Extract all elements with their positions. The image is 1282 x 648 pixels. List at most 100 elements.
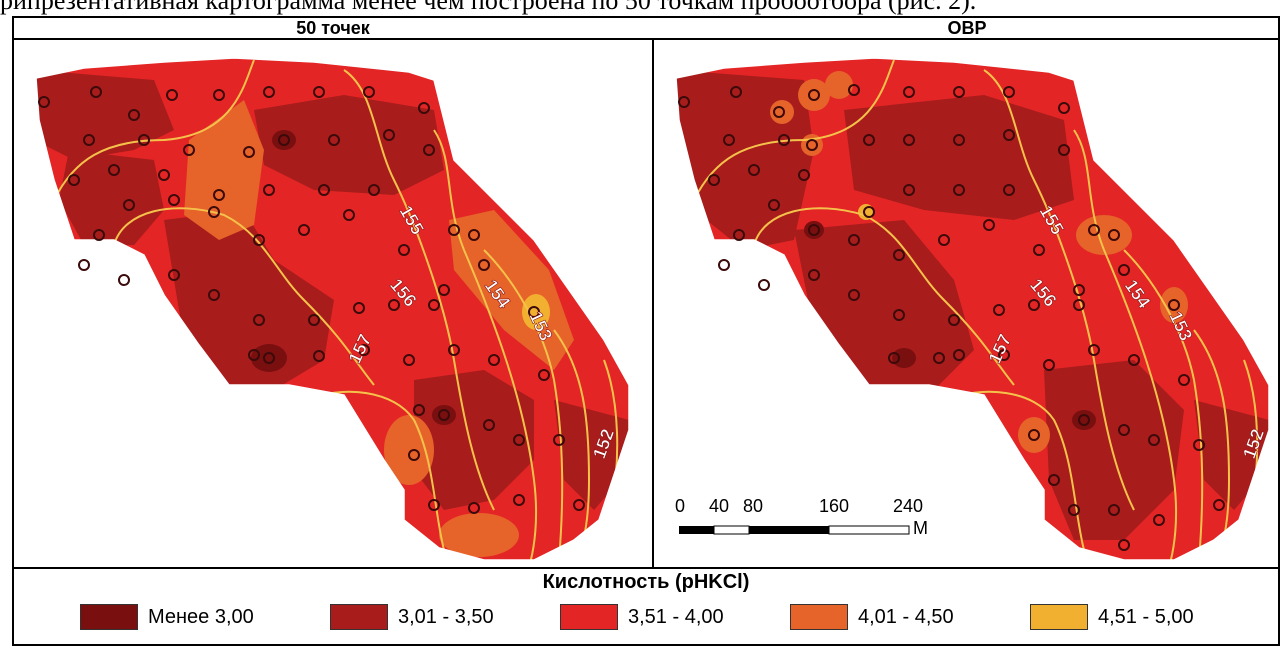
sampling-point	[808, 224, 820, 236]
legend-label: 3,01 - 3,50	[398, 605, 494, 628]
sampling-point	[1168, 299, 1180, 311]
sampling-point	[903, 184, 915, 196]
sampling-point	[808, 269, 820, 281]
sampling-point	[68, 174, 80, 186]
class-3-01-3-50-region	[676, 70, 814, 250]
sampling-point	[773, 106, 785, 118]
class-4-51-5-00-region	[522, 294, 550, 330]
sampling-point	[708, 174, 720, 186]
sampling-point	[768, 199, 780, 211]
sampling-point	[808, 89, 820, 101]
sampling-point	[278, 134, 290, 146]
sampling-point	[208, 206, 220, 218]
sampling-point	[298, 224, 310, 236]
legend-label: 3,51 - 4,00	[628, 605, 724, 628]
sampling-points	[678, 84, 1225, 551]
class-4-01-4-50-region	[449, 210, 574, 370]
sampling-point	[953, 184, 965, 196]
scale-tick-240: 240	[893, 496, 924, 516]
sampling-point	[1058, 102, 1070, 114]
sampling-point	[308, 314, 320, 326]
sampling-point	[448, 344, 460, 356]
sampling-point	[723, 134, 735, 146]
legend-label: 4,01 - 4,50	[858, 605, 954, 628]
legend-item-3-51-4-00: 3,51 - 4,00	[560, 602, 724, 632]
sampling-point	[438, 284, 450, 296]
sampling-point	[313, 86, 325, 98]
sampling-point	[1043, 359, 1055, 371]
sampling-point	[953, 349, 965, 361]
sampling-point	[1118, 539, 1130, 551]
class-3-01-3-50-region	[59, 150, 164, 245]
legend-item-4-01-4-50: 4,01 - 4,50	[790, 602, 954, 632]
sampling-point	[413, 404, 425, 416]
sampling-point	[428, 299, 440, 311]
sampling-point	[183, 144, 195, 156]
sampling-point	[1073, 299, 1085, 311]
scale-tick-0: 0	[675, 496, 686, 516]
sampling-point	[263, 184, 275, 196]
sampling-point	[938, 234, 950, 246]
sampling-points	[38, 86, 585, 514]
sampling-point	[1073, 284, 1085, 296]
class-3-01-3-50-region	[844, 95, 1074, 220]
sampling-point	[1088, 344, 1100, 356]
sampling-point	[428, 499, 440, 511]
sampling-point	[1108, 504, 1120, 516]
contour-lines	[693, 59, 1259, 560]
sampling-point	[423, 144, 435, 156]
sampling-point	[848, 234, 860, 246]
sampling-point	[78, 259, 90, 271]
sampling-point	[448, 224, 460, 236]
sampling-point	[438, 409, 450, 421]
sampling-point	[748, 164, 760, 176]
sampling-point	[90, 86, 102, 98]
sampling-point	[1068, 504, 1080, 516]
sampling-point	[1118, 264, 1130, 276]
sampling-point	[263, 86, 275, 98]
sampling-point	[1078, 414, 1090, 426]
sampling-point	[138, 134, 150, 146]
sampling-point	[168, 269, 180, 281]
sampling-point	[1108, 229, 1120, 241]
sampling-point	[243, 146, 255, 158]
figure-caption: рипрезентативная картограмма менее чем п…	[0, 0, 977, 15]
sampling-point	[983, 219, 995, 231]
scale-unit: М	[913, 518, 928, 538]
legend-swatch	[560, 604, 618, 630]
sampling-point	[718, 259, 730, 271]
legend-swatch	[1030, 604, 1088, 630]
class-3-01-3-50-region	[1194, 400, 1269, 510]
sampling-point	[383, 129, 395, 141]
sampling-point	[513, 494, 525, 506]
sampling-point	[488, 354, 500, 366]
figure-frame: 50 точек ОВР	[12, 16, 1280, 646]
sampling-point	[953, 134, 965, 146]
legend-divider	[14, 567, 1278, 569]
class-less-3-00-region	[892, 348, 916, 368]
sampling-point	[123, 199, 135, 211]
scale-bar-graphic	[679, 525, 910, 535]
sampling-point	[903, 134, 915, 146]
sampling-point	[1128, 354, 1140, 366]
sampling-point	[263, 352, 275, 364]
sampling-point	[213, 189, 225, 201]
sampling-point	[1193, 439, 1205, 451]
sampling-point	[1178, 374, 1190, 386]
class-4-01-4-50-region	[770, 100, 794, 124]
sampling-point	[368, 184, 380, 196]
right-panel-title: ОВР	[947, 18, 987, 38]
sampling-point	[248, 349, 260, 361]
sampling-point	[888, 352, 900, 364]
sampling-point	[903, 86, 915, 98]
sampling-point	[418, 102, 430, 114]
sampling-point	[353, 302, 365, 314]
sampling-point	[893, 249, 905, 261]
class-3-01-3-50-region	[254, 95, 444, 195]
sampling-point	[553, 434, 565, 446]
sampling-point	[83, 134, 95, 146]
title-divider	[14, 38, 1278, 40]
legend-item-4-51-5-00: 4,51 - 5,00	[1030, 602, 1194, 632]
legend-label: Менее 3,00	[148, 605, 254, 628]
sampling-point	[1003, 129, 1015, 141]
